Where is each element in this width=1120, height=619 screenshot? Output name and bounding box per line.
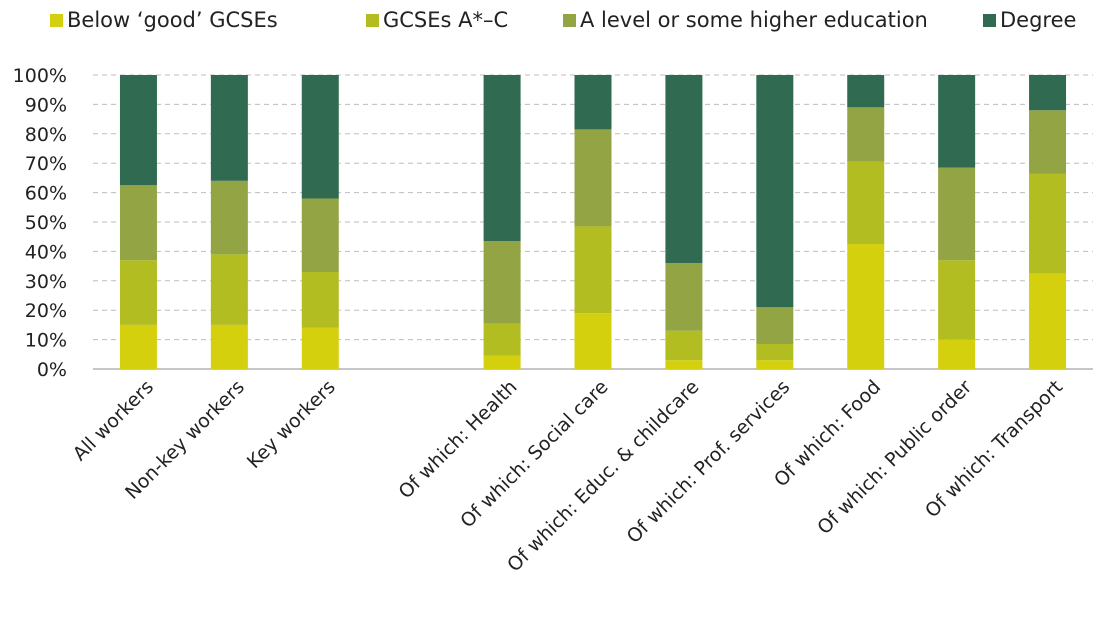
bar-segment xyxy=(665,330,703,361)
bar-segment xyxy=(483,355,521,369)
bar-segment xyxy=(847,244,885,369)
bar-segment xyxy=(756,344,794,361)
legend-swatch xyxy=(50,14,63,27)
bar-segment xyxy=(1029,75,1067,111)
y-tick-label: 30% xyxy=(25,271,67,293)
bar-segment xyxy=(756,307,794,345)
bar-segment xyxy=(483,75,521,242)
bar-segment xyxy=(210,254,248,325)
bar-segment xyxy=(210,75,248,181)
legend-swatch xyxy=(983,14,996,27)
legend-item: Degree xyxy=(983,8,1076,32)
bar-segment xyxy=(574,129,612,227)
bar-segment xyxy=(1029,273,1067,369)
bar-segment xyxy=(938,75,976,168)
bar-segment xyxy=(938,339,976,369)
y-axis: 0% 10% 20% 30% 40% 50% 60% 70% 80% 90% 100% xyxy=(13,65,67,381)
y-tick-label: 10% xyxy=(25,330,67,352)
bar-segment xyxy=(574,313,612,369)
bar-segment xyxy=(119,185,157,261)
y-tick-label: 40% xyxy=(25,241,67,263)
x-tick-label: Of which: Public order xyxy=(813,376,976,539)
x-tick-label: Of which: Prof. services xyxy=(623,376,795,548)
bars xyxy=(119,75,1067,369)
x-tick-label: Of which: Social care xyxy=(456,376,612,532)
bar-segment xyxy=(119,75,157,186)
bar-segment xyxy=(756,75,794,308)
bar-segment xyxy=(665,263,703,331)
legend-swatch xyxy=(366,14,379,27)
bar-segment xyxy=(665,360,703,369)
legend-label: A level or some higher education xyxy=(580,8,928,32)
legend-label: Below ‘good’ GCSEs xyxy=(67,8,278,32)
bar-segment xyxy=(119,324,157,369)
y-tick-label: 100% xyxy=(13,65,67,87)
bar-segment xyxy=(847,75,885,108)
y-tick-label: 70% xyxy=(25,153,67,175)
x-tick-label: Of which: Educ. & childcare xyxy=(503,376,703,576)
legend-item: GCSEs A*–C xyxy=(366,8,508,32)
y-tick-label: 50% xyxy=(25,212,67,234)
bar-segment xyxy=(938,260,976,340)
bar-segment xyxy=(301,327,339,369)
bar-segment xyxy=(847,107,885,162)
bar-segment xyxy=(847,161,885,245)
bar-segment xyxy=(210,324,248,369)
bar-segment xyxy=(119,260,157,325)
bar-segment xyxy=(301,271,339,328)
legend-item: A level or some higher education xyxy=(563,8,928,32)
y-tick-label: 60% xyxy=(25,183,67,205)
y-tick-label: 0% xyxy=(37,359,67,381)
y-tick-label: 90% xyxy=(25,94,67,116)
legend-label: Degree xyxy=(1000,8,1076,32)
bar-segment xyxy=(210,180,248,255)
x-tick-label: Key workers xyxy=(243,376,340,473)
legend: Below ‘good’ GCSEs GCSEs A*–C A level or s… xyxy=(50,8,1076,32)
bar-segment xyxy=(756,360,794,369)
bar-segment xyxy=(483,323,521,356)
bar-segment xyxy=(301,198,339,272)
legend-swatch xyxy=(563,14,576,27)
bar-segment xyxy=(665,75,703,264)
bar-segment xyxy=(1029,110,1067,174)
y-tick-label: 20% xyxy=(25,300,67,322)
bar-segment xyxy=(1029,173,1067,274)
bar-segment xyxy=(483,241,521,324)
legend-label: GCSEs A*–C xyxy=(383,8,508,32)
bar-segment xyxy=(938,167,976,261)
bar-segment xyxy=(574,226,612,314)
bar-segment xyxy=(574,75,612,130)
bar-segment xyxy=(301,75,339,199)
y-tick-label: 80% xyxy=(25,124,67,146)
legend-item: Below ‘good’ GCSEs xyxy=(50,8,278,32)
x-tick-label: All workers xyxy=(69,376,158,465)
